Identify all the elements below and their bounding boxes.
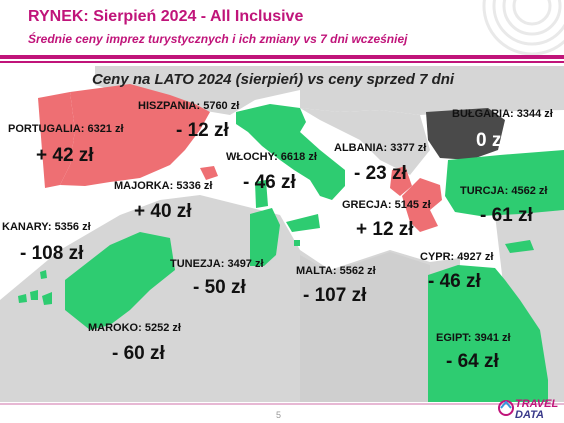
grecja-name: GRECJA:: [342, 199, 392, 211]
portugalia-price: 6321 zł: [87, 123, 124, 135]
tunisia-shape: [250, 208, 280, 266]
land-france: [95, 66, 300, 115]
grecja-label: GRECJA: 5145 zł: [342, 199, 431, 211]
albania-change: - 23 zł: [354, 163, 407, 184]
albania-label: ALBANIA: 3377 zł: [334, 142, 426, 154]
cypr-price: 4927 zł: [457, 251, 494, 263]
majorka-price: 5336 zł: [176, 180, 213, 192]
logo-text-line2: DATA: [515, 409, 544, 421]
kanary-change: - 108 zł: [20, 243, 84, 264]
page-number: 5: [276, 410, 282, 420]
bulgaria-price: 3344 zł: [516, 108, 553, 120]
kanary-price: 5356 zł: [54, 221, 91, 233]
maroko-label: MAROKO: 5252 zł: [88, 322, 181, 334]
tunezja-name: TUNEZJA:: [170, 258, 225, 270]
page-title: RYNEK: Sierpień 2024 - All Inclusive: [28, 8, 304, 25]
canary-islands-shape: [18, 270, 52, 305]
bulgaria-change: 0 zł: [476, 130, 507, 151]
portugalia-change: + 42 zł: [36, 145, 94, 166]
malta-name: MALTA:: [296, 265, 337, 277]
albania-name: ALBANIA:: [334, 142, 388, 154]
land-libya: [300, 252, 430, 402]
cypr-name: CYPR:: [420, 251, 455, 263]
sicily-shape: [286, 214, 320, 232]
cypr-label: CYPR: 4927 zł: [420, 251, 493, 263]
wlochy-name: WŁOCHY:: [226, 151, 278, 163]
turcja-change: - 61 zł: [480, 205, 533, 226]
land-central-europe: [300, 66, 564, 115]
portugalia-label: PORTUGALIA: 6321 zł: [8, 123, 124, 135]
egypt-shape: [428, 265, 548, 402]
bulgaria-label: BUŁGARIA: 3344 zł: [452, 108, 553, 120]
egipt-price: 3941 zł: [474, 332, 511, 344]
malta-price: 5562 zł: [339, 265, 376, 277]
grecja-price: 5145 zł: [394, 199, 431, 211]
land-balkans: [300, 108, 430, 175]
sardinia-shape: [255, 180, 268, 208]
italy-shape: [236, 104, 345, 200]
portugal-shape: [38, 92, 75, 188]
kanary-name: KANARY:: [2, 221, 52, 233]
kanary-label: KANARY: 5356 zł: [2, 221, 91, 233]
bulgaria-shape: [426, 108, 505, 160]
hiszpania-name: HISZPANIA:: [138, 100, 201, 112]
turcja-name: TURCJA:: [460, 185, 509, 197]
page-subtitle: Średnie ceny imprez turystycznych i ich …: [28, 32, 408, 46]
hiszpania-change: - 12 zł: [176, 120, 229, 141]
header-divider-thin: [0, 61, 564, 63]
tunezja-change: - 50 zł: [193, 277, 246, 298]
turcja-price: 4562 zł: [511, 185, 548, 197]
albania-price: 3377 zł: [390, 142, 427, 154]
header-divider: [0, 55, 564, 59]
grecja-change: + 12 zł: [356, 219, 414, 240]
chart-title: Ceny na LATO 2024 (sierpień) vs ceny spr…: [92, 71, 455, 88]
majorka-change: + 40 zł: [134, 201, 192, 222]
greece-shape: [402, 178, 442, 232]
malta-label: MALTA: 5562 zł: [296, 265, 376, 277]
wlochy-label: WŁOCHY: 6618 zł: [226, 151, 317, 163]
tunezja-label: TUNEZJA: 3497 zł: [170, 258, 264, 270]
decorative-circles-graphic: [482, 0, 564, 56]
cyprus-shape: [505, 240, 534, 253]
wlochy-change: - 46 zł: [243, 172, 296, 193]
majorka-label: MAJORKA: 5336 zł: [114, 180, 212, 192]
morocco-shape: [65, 232, 175, 330]
albania-shape: [390, 166, 412, 196]
egipt-change: - 64 zł: [446, 351, 499, 372]
malta-shape: [294, 240, 300, 246]
cypr-change: - 46 zł: [428, 271, 481, 292]
logo-text-line1: TRAVEL: [515, 398, 559, 410]
malta-change: - 107 zł: [303, 285, 367, 306]
travel-data-logo-icon: [498, 400, 514, 416]
wlochy-price: 6618 zł: [280, 151, 317, 163]
spain-shape: [60, 84, 210, 186]
egipt-label: EGIPT: 3941 zł: [436, 332, 511, 344]
egipt-name: EGIPT:: [436, 332, 472, 344]
majorca-shape: [200, 166, 218, 180]
turkey-shape: [445, 150, 564, 216]
portugalia-name: PORTUGALIA:: [8, 123, 85, 135]
maroko-price: 5252 zł: [144, 322, 181, 334]
hiszpania-price: 5760 zł: [203, 100, 240, 112]
maroko-name: MAROKO:: [88, 322, 142, 334]
mediterranean-map: [0, 66, 564, 402]
turcja-label: TURCJA: 4562 zł: [460, 185, 547, 197]
bulgaria-name: BUŁGARIA:: [452, 108, 514, 120]
maroko-change: - 60 zł: [112, 343, 165, 364]
footer-divider: [0, 403, 564, 405]
tunezja-price: 3497 zł: [227, 258, 264, 270]
majorka-name: MAJORKA:: [114, 180, 174, 192]
hiszpania-label: HISZPANIA: 5760 zł: [138, 100, 239, 112]
